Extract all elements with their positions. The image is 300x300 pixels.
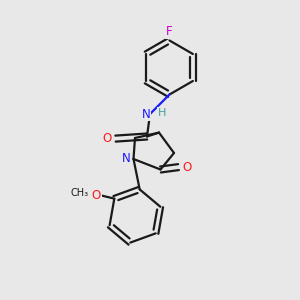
Text: F: F [166,25,173,38]
Text: O: O [92,188,101,202]
Text: N: N [142,107,151,121]
Text: O: O [103,132,112,145]
Text: N: N [122,152,130,166]
Text: O: O [182,160,191,174]
Text: H: H [158,108,166,118]
Text: CH₃: CH₃ [71,188,89,198]
